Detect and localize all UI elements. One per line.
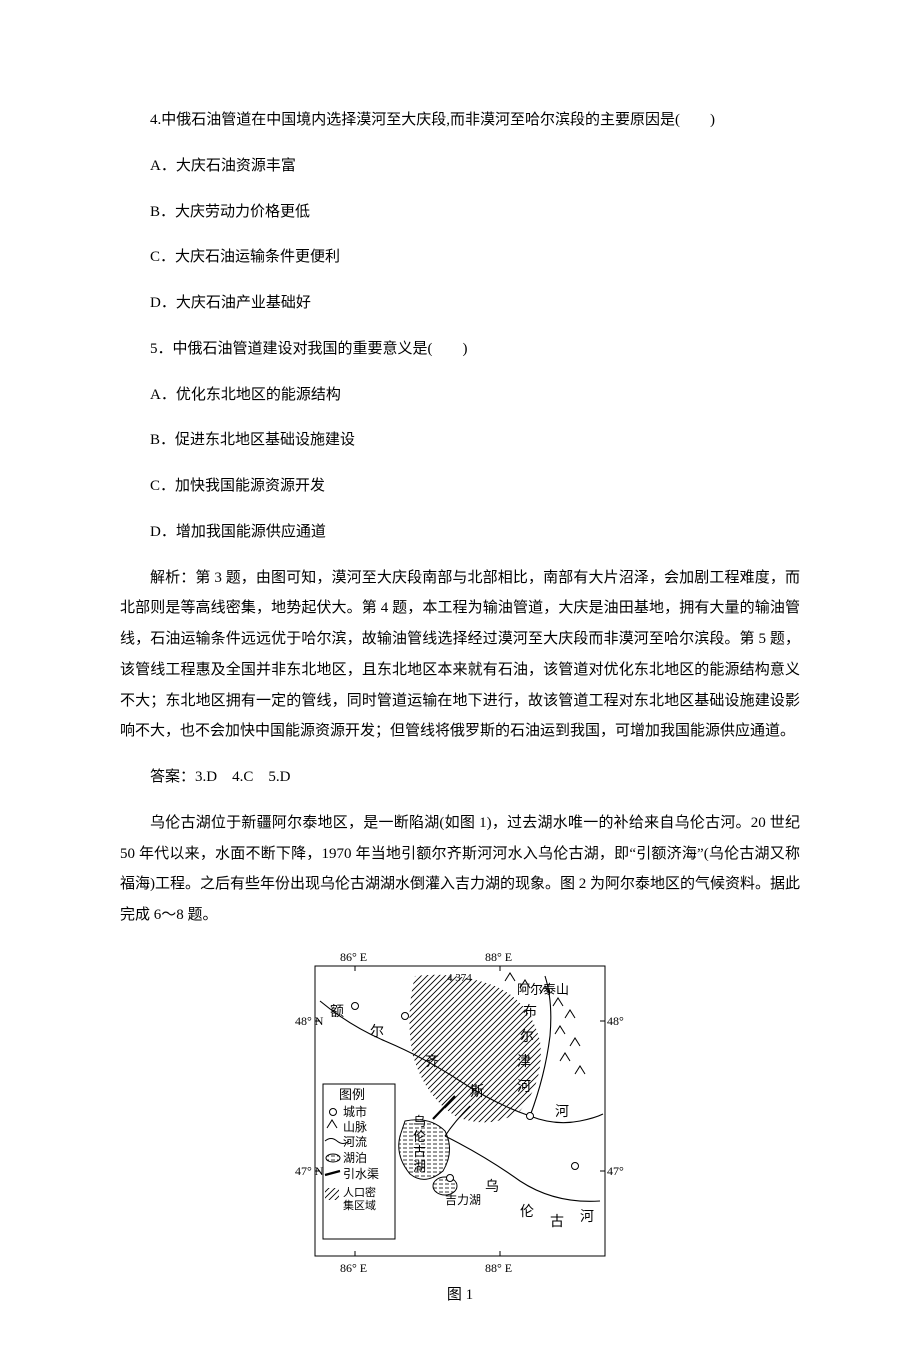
q4-option-d: D．大庆石油产业基础好 [120,288,800,319]
burqin-0: 布 [523,1004,537,1020]
map-svg: 86° E 88° E 86° E 88° E 48° N 48° N 47° … [295,946,625,1276]
jili-label: 吉力湖 [445,1192,481,1207]
erqis-0: 额 [330,1004,344,1020]
ulungur-r2: 古 [550,1214,564,1230]
ulake-3: 湖 [413,1159,426,1174]
lat-left-top: 48° N [295,1014,324,1028]
legend-river: 河流 [343,1135,367,1149]
figure-caption: 图 1 [447,1280,473,1311]
peak-label: 4 374 [447,972,472,984]
lon-bottom-right: 88° E [485,1261,512,1275]
erqis-4: 河 [555,1104,569,1120]
legend-lake: 湖泊 [343,1150,367,1165]
ulake-0: 乌 [413,1114,426,1129]
q5-option-b: B．促进东北地区基础设施建设 [120,425,800,456]
ulake-1: 伦 [413,1129,426,1144]
q5-option-d: D．增加我国能源供应通道 [120,517,800,548]
burqin-2: 津 [517,1054,531,1070]
q4-stem: 4.中俄石油管道在中国境内选择漠河至大庆段,而非漠河至哈尔滨段的主要原因是( ) [120,105,800,136]
lon-top-right: 88° E [485,950,512,964]
q4-option-c: C．大庆石油运输条件更便利 [120,242,800,273]
ulungur-r3: 河 [580,1209,594,1225]
q5-option-a: A．优化东北地区的能源结构 [120,380,800,411]
passage-text: 乌伦古湖位于新疆阿尔泰地区，是一断陷湖(如图 1)，过去湖水唯一的补给来自乌伦古… [120,808,800,931]
answers-text: 答案：3.D 4.C 5.D [120,762,800,793]
erqis-1: 尔 [370,1024,384,1040]
figure-1: 86° E 88° E 86° E 88° E 48° N 48° N 47° … [120,946,800,1311]
q4-option-b: B．大庆劳动力价格更低 [120,197,800,228]
burqin-3: 河 [517,1079,531,1095]
lat-right-bottom: 47° N [607,1164,625,1178]
erqis-2: 齐 [425,1054,439,1070]
q5-stem: 5．中俄石油管道建设对我国的重要意义是( ) [120,334,800,365]
q5-option-c: C．加快我国能源资源开发 [120,471,800,502]
q4-option-a: A．大庆石油资源丰富 [120,151,800,182]
ulungur-r1: 伦 [520,1204,534,1220]
ulungur-r0: 乌 [485,1179,499,1195]
explanation-text: 解析：第 3 题，由图可知，漠河至大庆段南部与北部相比，南部有大片沼泽，会加剧工… [120,563,800,748]
legend-dense-2: 集区域 [343,1198,376,1212]
legend-canal: 引水渠 [343,1167,379,1181]
lat-right-top: 48° N [607,1014,625,1028]
legend-city: 城市 [343,1104,367,1119]
lon-top-left: 86° E [340,950,367,964]
erqis-3: 斯 [470,1084,484,1100]
ulake-2: 古 [413,1144,426,1159]
legend-box: 图例 城市 山脉 河流 湖泊 引水渠 人口密 集区域 [323,1084,395,1239]
burqin-1: 尔 [520,1029,534,1045]
legend-mountain: 山脉 [343,1119,367,1134]
lat-left-bottom: 47° N [295,1164,324,1178]
lon-bottom-left: 86° E [340,1261,367,1275]
document-page: 4.中俄石油管道在中国境内选择漠河至大庆段,而非漠河至哈尔滨段的主要原因是( )… [0,0,920,1351]
mountain-name: 阿尔泰山 [517,982,569,997]
legend-dense-1: 人口密 [343,1185,376,1199]
legend-title: 图例 [339,1087,365,1102]
